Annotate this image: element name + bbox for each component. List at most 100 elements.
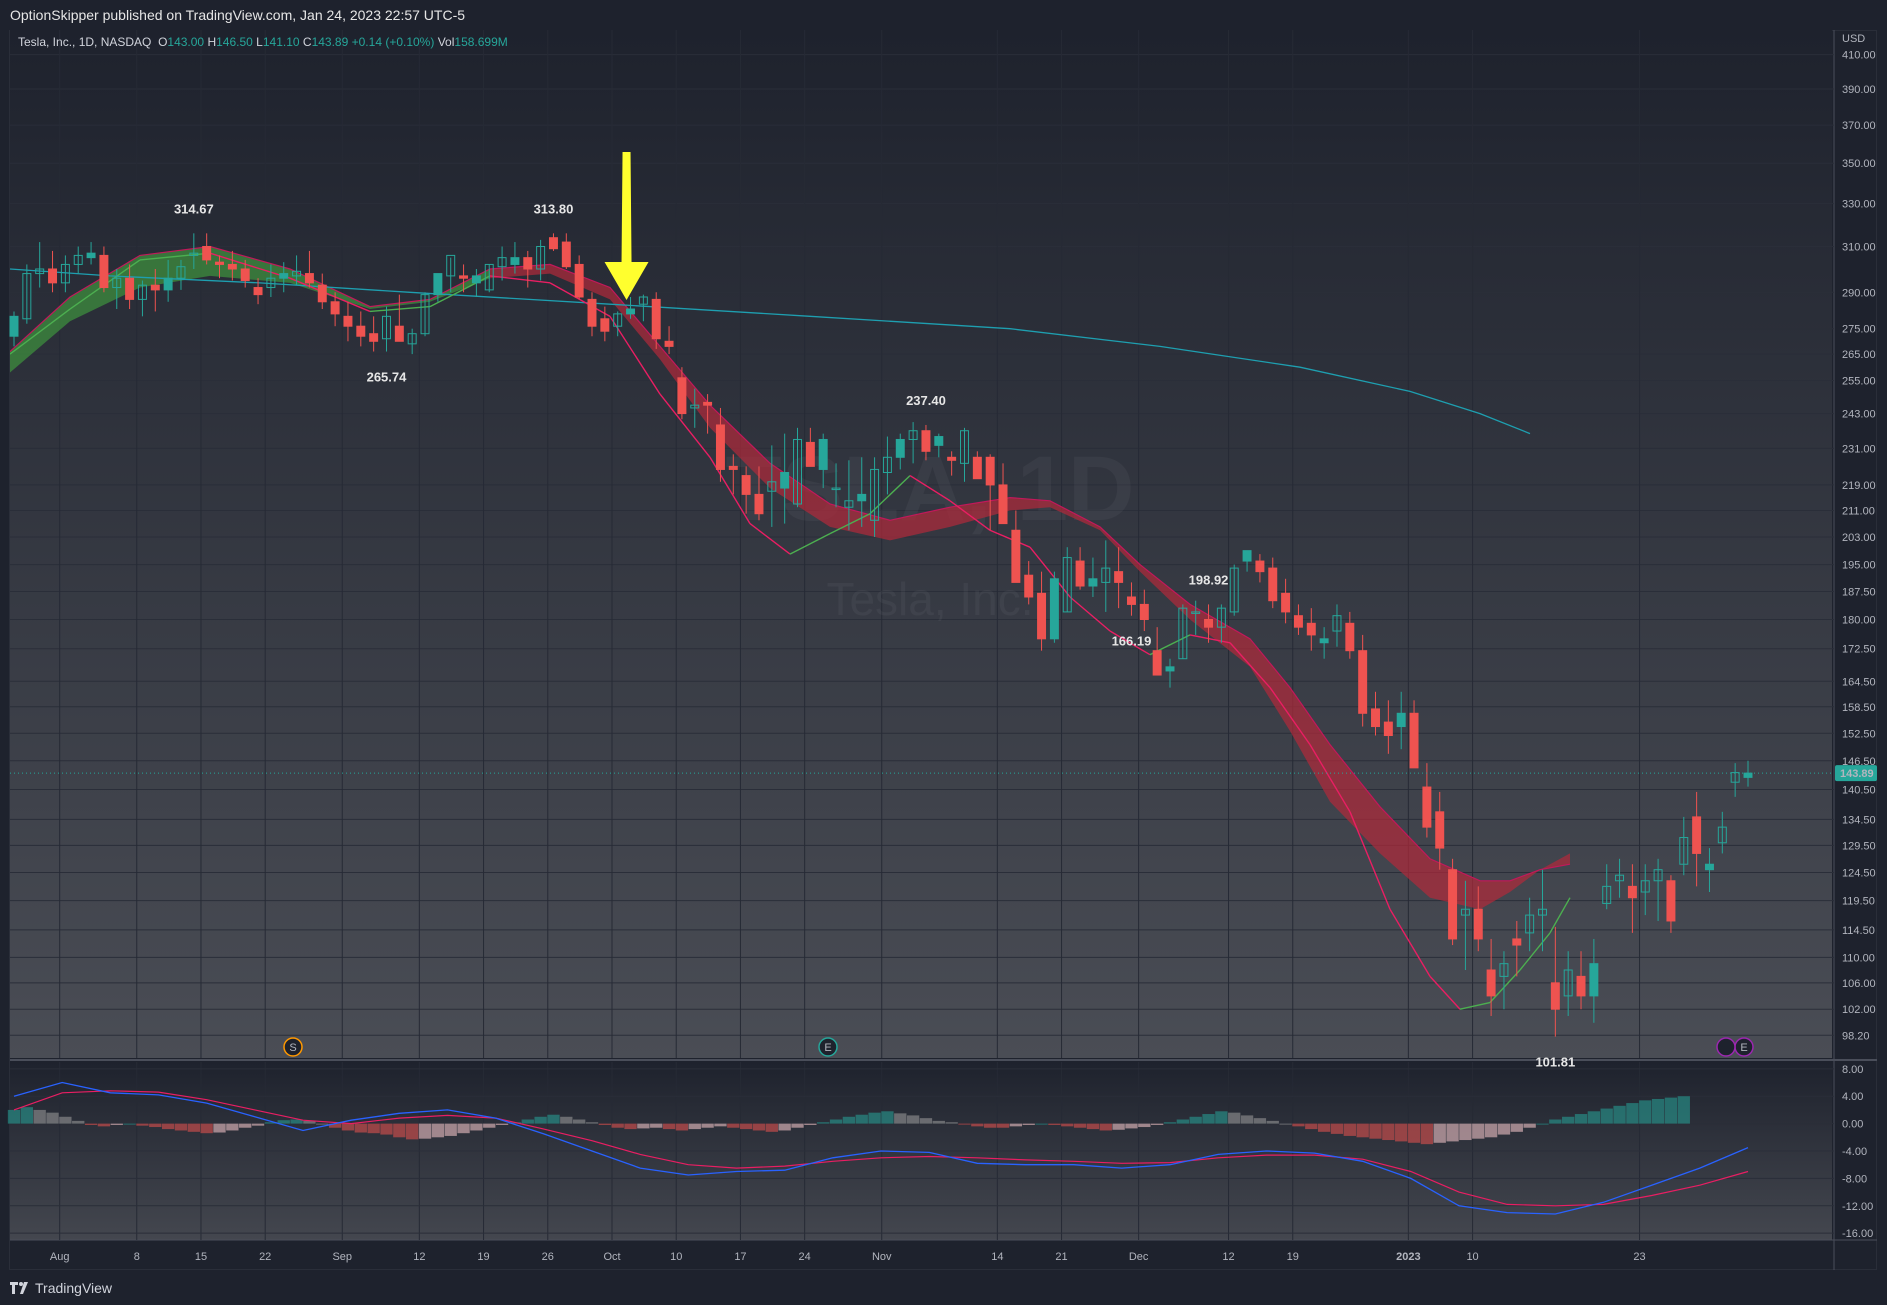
candle-body[interactable] — [1499, 963, 1509, 977]
candle-body[interactable] — [626, 308, 636, 315]
candle-body[interactable] — [1589, 963, 1599, 997]
tradingview-logo[interactable]: TradingView — [10, 1280, 112, 1296]
candle-body[interactable] — [728, 465, 738, 470]
candle-body[interactable] — [1448, 869, 1458, 940]
candle-body[interactable] — [1255, 560, 1265, 573]
candle-body[interactable] — [1037, 592, 1047, 640]
candle-body[interactable] — [60, 263, 70, 284]
split-marker-icon[interactable] — [1716, 1037, 1736, 1057]
candle-body[interactable] — [176, 266, 186, 279]
candle-body[interactable] — [1717, 826, 1727, 844]
candle-body[interactable] — [1139, 603, 1149, 620]
candle-body[interactable] — [382, 315, 391, 340]
candle-body[interactable] — [343, 315, 353, 327]
candle-body[interactable] — [972, 456, 982, 480]
candle-body[interactable] — [548, 237, 558, 250]
candle-body[interactable] — [330, 301, 340, 315]
candle-body[interactable] — [870, 468, 880, 521]
candle-body[interactable] — [510, 257, 520, 265]
candle-body[interactable] — [1486, 969, 1496, 997]
candle-body[interactable] — [638, 296, 648, 305]
candle-body[interactable] — [240, 268, 250, 282]
candle-body[interactable] — [215, 261, 224, 265]
candle-body[interactable] — [651, 298, 661, 340]
candle-body[interactable] — [253, 287, 263, 296]
candle-body[interactable] — [1473, 908, 1483, 940]
candle-body[interactable] — [202, 245, 212, 261]
candle-body[interactable] — [292, 270, 302, 277]
candle-body[interactable] — [754, 493, 764, 515]
candle-body[interactable] — [484, 263, 494, 291]
candle-body[interactable] — [150, 284, 160, 291]
candle-body[interactable] — [9, 315, 19, 337]
candle-body[interactable] — [1242, 550, 1252, 562]
candle-body[interactable] — [471, 275, 481, 284]
candle-body[interactable] — [1538, 908, 1547, 916]
candle-body[interactable] — [35, 268, 45, 275]
candle-body[interactable] — [831, 487, 841, 491]
candle-body[interactable] — [1550, 982, 1560, 1010]
candle-body[interactable] — [1293, 615, 1303, 628]
candle-body[interactable] — [1358, 650, 1368, 714]
candle-body[interactable] — [574, 263, 584, 298]
candle-body[interactable] — [497, 257, 507, 268]
candle-body[interactable] — [394, 325, 404, 342]
candle-body[interactable] — [48, 268, 58, 284]
candle-body[interactable] — [1332, 615, 1342, 632]
candle-body[interactable] — [125, 277, 135, 300]
candle-body[interactable] — [1743, 772, 1753, 778]
candle-body[interactable] — [420, 294, 430, 335]
candle-body[interactable] — [1204, 618, 1214, 628]
candle-body[interactable] — [947, 456, 957, 461]
candle-body[interactable] — [407, 333, 417, 345]
candle-body[interactable] — [908, 430, 918, 440]
candle-body[interactable] — [1191, 611, 1201, 614]
candle-body[interactable] — [112, 277, 122, 289]
candle-body[interactable] — [1640, 880, 1650, 893]
candle-body[interactable] — [587, 298, 597, 327]
candle-body[interactable] — [1692, 816, 1702, 854]
candle-body[interactable] — [664, 340, 674, 347]
candle-body[interactable] — [561, 241, 571, 268]
candle-body[interactable] — [818, 438, 828, 470]
candle-body[interactable] — [73, 254, 83, 265]
candle-body[interactable] — [600, 318, 610, 332]
candle-body[interactable] — [1512, 938, 1522, 946]
candle-body[interactable] — [895, 438, 905, 458]
candle-body[interactable] — [1371, 708, 1380, 728]
candle-body[interactable] — [189, 252, 199, 256]
candle-body[interactable] — [1062, 557, 1072, 613]
event-marker[interactable] — [818, 1037, 838, 1057]
candle-body[interactable] — [279, 273, 289, 279]
candle-body[interactable] — [1126, 596, 1136, 605]
candle-body[interactable] — [1075, 560, 1085, 587]
candle-body[interactable] — [1049, 578, 1059, 640]
candle-body[interactable] — [1011, 529, 1021, 583]
candle-body[interactable] — [1679, 837, 1689, 865]
candle-body[interactable] — [1383, 721, 1393, 737]
candle-body[interactable] — [1178, 607, 1188, 660]
candle-body[interactable] — [921, 430, 931, 452]
candle-body[interactable] — [1704, 863, 1714, 871]
candle-body[interactable] — [459, 275, 469, 279]
candle-body[interactable] — [266, 277, 276, 289]
candle-body[interactable] — [317, 284, 327, 303]
candle-body[interactable] — [1268, 567, 1278, 602]
candle-body[interactable] — [934, 436, 944, 446]
candle-body[interactable] — [613, 313, 623, 327]
candle-body[interactable] — [998, 484, 1008, 525]
candle-body[interactable] — [163, 277, 173, 291]
candle-body[interactable] — [1319, 638, 1329, 644]
candle-body[interactable] — [882, 456, 892, 474]
candle-body[interactable] — [1088, 578, 1098, 587]
candle-body[interactable] — [369, 333, 379, 342]
candle-body[interactable] — [1576, 975, 1586, 997]
candle-body[interactable] — [857, 493, 867, 502]
candle-body[interactable] — [433, 273, 443, 296]
candle-body[interactable] — [1525, 914, 1535, 934]
candle-body[interactable] — [793, 438, 802, 505]
candle-body[interactable] — [1435, 811, 1445, 849]
candle-body[interactable] — [1101, 567, 1111, 583]
candle-body[interactable] — [767, 481, 777, 492]
candle-body[interactable] — [805, 441, 815, 467]
